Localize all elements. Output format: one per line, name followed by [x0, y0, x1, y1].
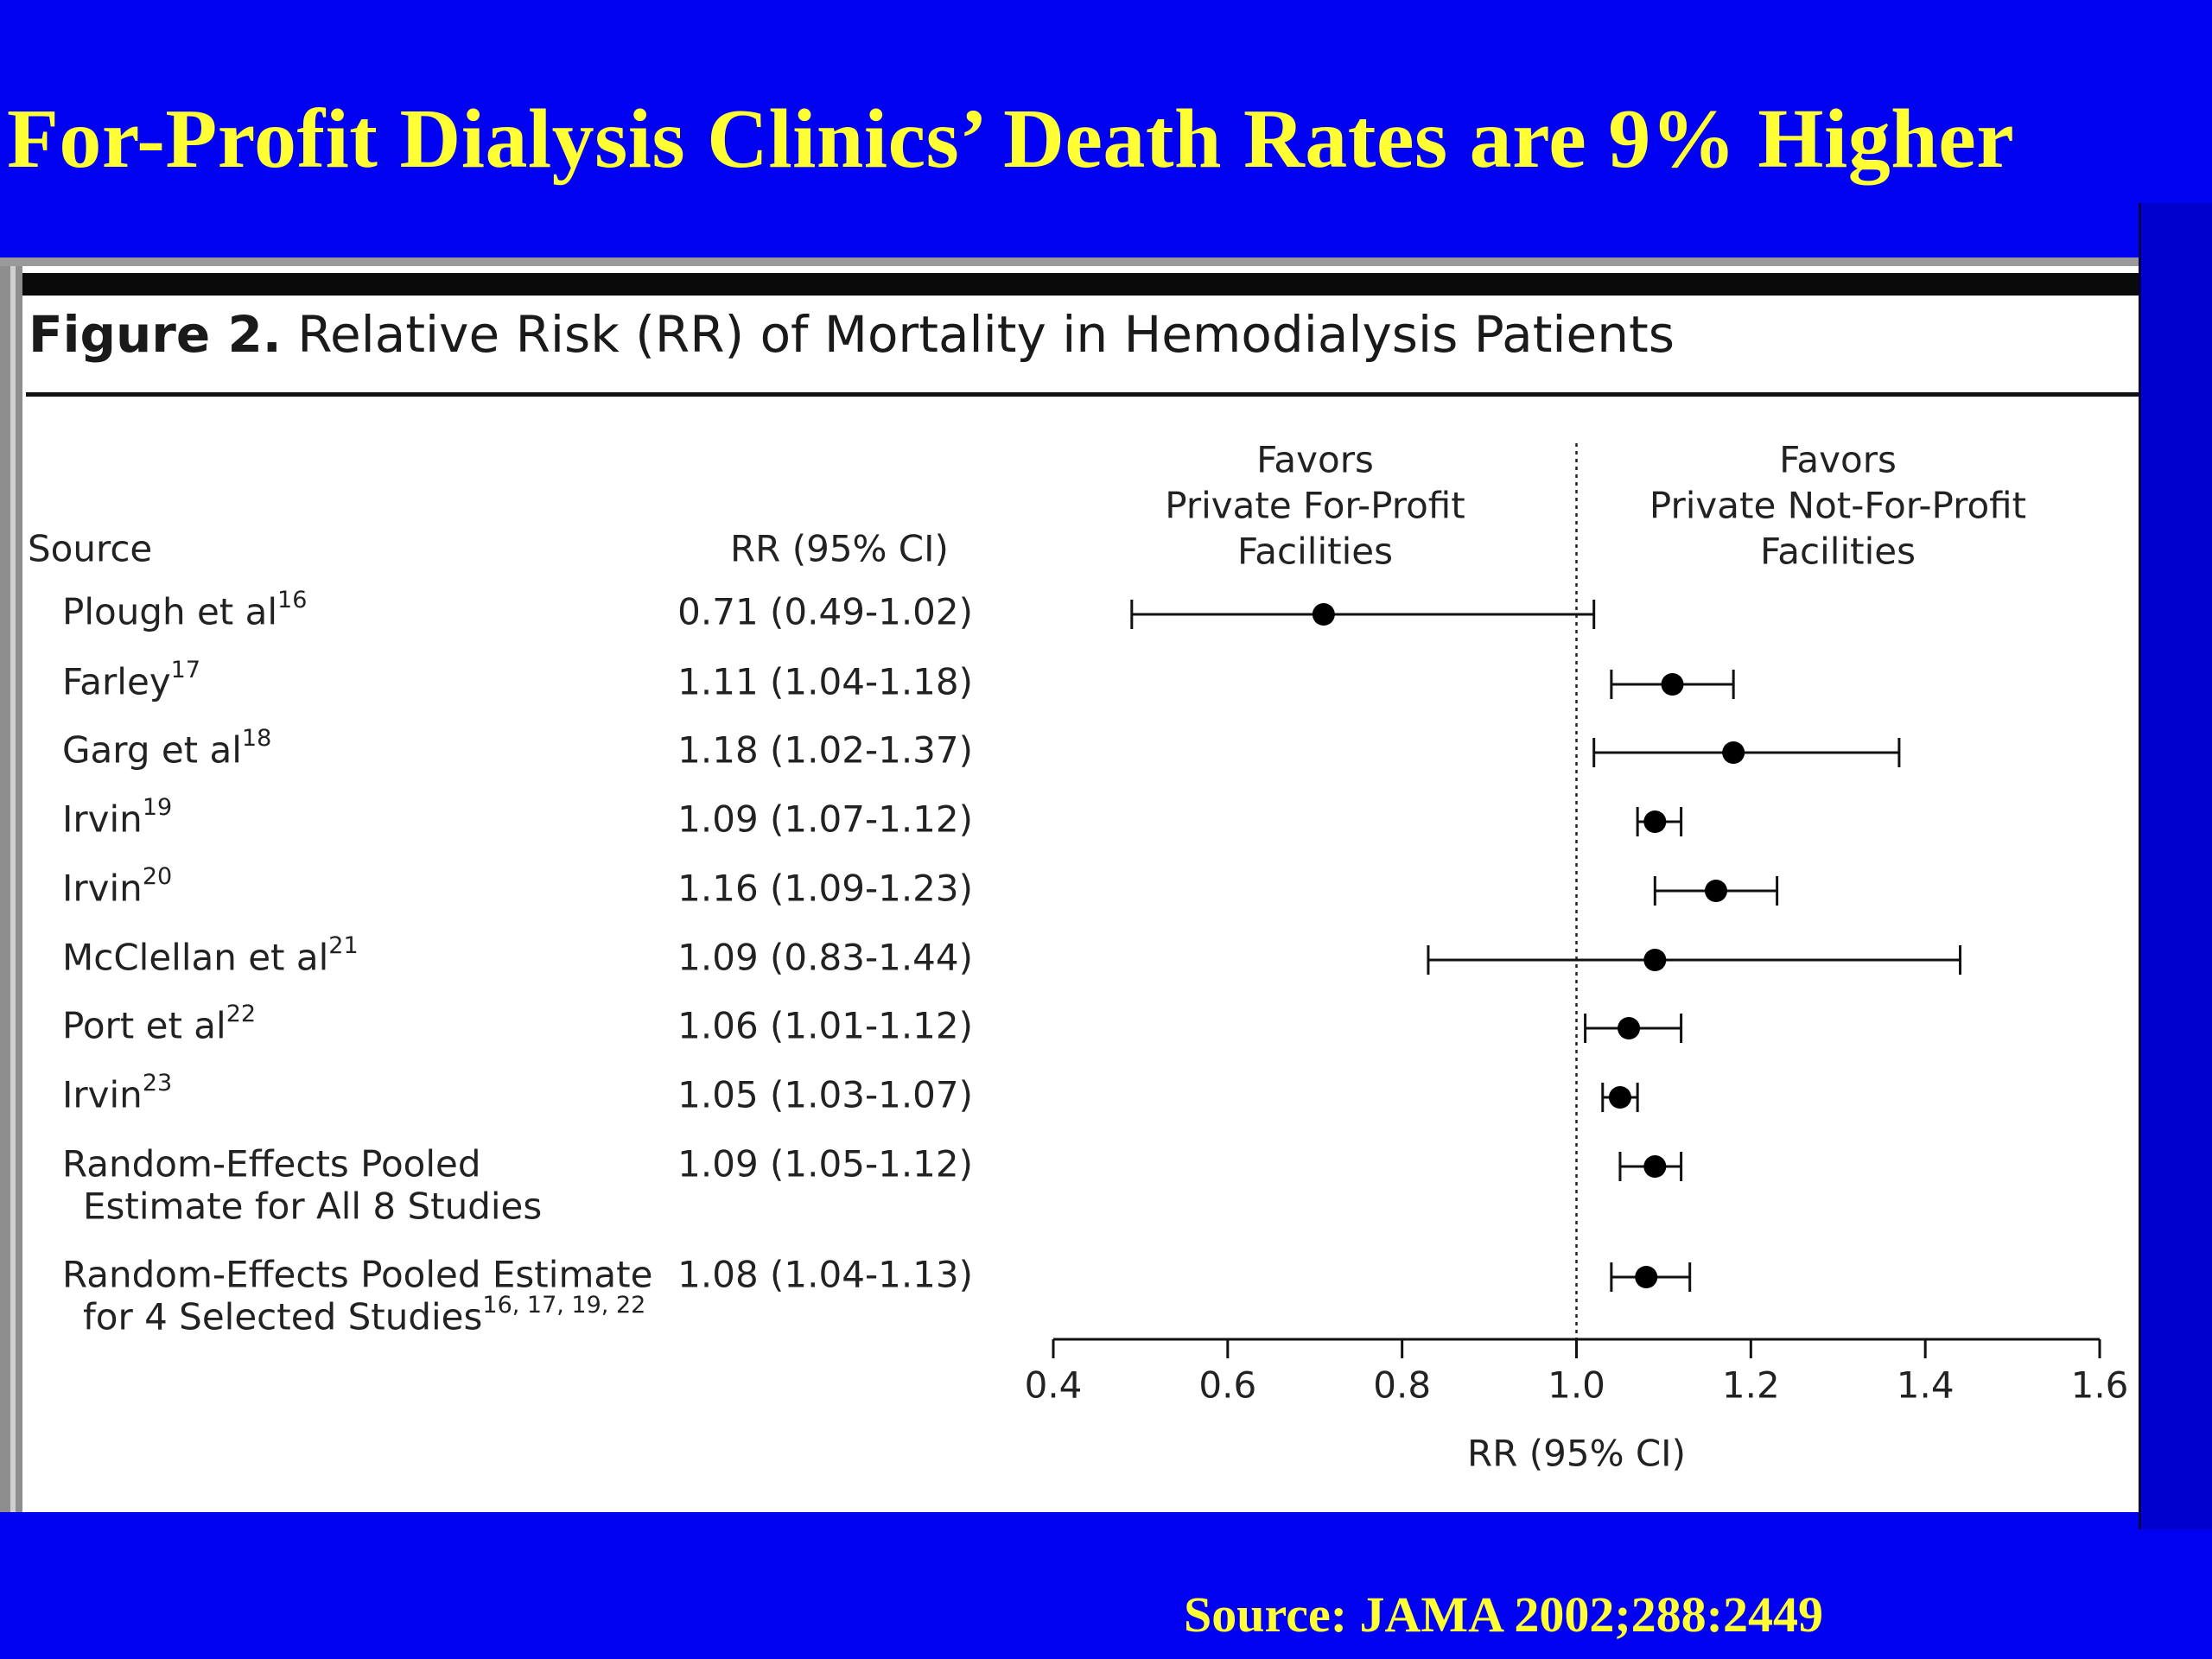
reference-superscript: 21 [328, 932, 358, 959]
source-label: McClellan et al21 [62, 932, 359, 979]
rr-value-label: 1.09 (1.05-1.12) [677, 1143, 973, 1185]
x-axis-title: RR (95% CI) [1467, 1433, 1686, 1475]
figure-top-rule [0, 257, 2139, 266]
reference-superscript: 16, 17, 19, 22 [482, 1292, 645, 1319]
rr-value-label: 1.18 (1.02-1.37) [677, 729, 973, 772]
point-estimate [1661, 673, 1684, 696]
favors-right-label: Facilities [1760, 531, 1916, 573]
forest-row: Garg et al18 1.18 (1.02-1.37) [62, 725, 1901, 772]
reference-superscript: 18 [242, 725, 271, 752]
source-label: Plough et al16 [62, 587, 307, 633]
source-label: Irvin19 [62, 794, 172, 841]
source-label: Irvin23 [62, 1070, 172, 1116]
forest-row: Irvin19 1.09 (1.07-1.12) [62, 794, 1683, 841]
point-estimate [1704, 880, 1727, 902]
reference-superscript: 17 [171, 657, 200, 683]
point-estimate [1608, 1086, 1631, 1109]
point-estimate [1635, 1266, 1658, 1288]
source-label: Random-Effects Pooled [62, 1143, 481, 1185]
favors-left-label: Favors [1256, 439, 1374, 481]
rr-value-label: 1.09 (0.83-1.44) [677, 937, 973, 979]
x-tick-label: 0.6 [1198, 1364, 1256, 1407]
favors-right-label: Favors [1779, 439, 1897, 481]
point-estimate [1643, 1155, 1667, 1178]
point-estimate [1643, 810, 1667, 833]
rr-value-label: 1.11 (1.04-1.18) [677, 661, 973, 703]
forest-row: Farley17 1.11 (1.04-1.18) [62, 657, 1735, 703]
figure-header-bar [22, 273, 2139, 296]
favors-left-label: Private For-Profit [1165, 485, 1465, 527]
figure-caption: Figure 2. Relative Risk (RR) of Mortalit… [29, 305, 1675, 364]
figure-caption-text: Relative Risk (RR) of Mortality in Hemod… [297, 305, 1675, 364]
source-label: Random-Effects Pooled Estimate [62, 1254, 652, 1296]
reference-superscript: 16 [277, 587, 307, 613]
reference-superscript: 23 [143, 1070, 172, 1096]
column-header-source: Source [28, 528, 152, 570]
reference-superscript: 19 [143, 794, 172, 821]
figure-caption-rule [26, 392, 2139, 397]
source-label: for 4 Selected Studies16, 17, 19, 22 [83, 1292, 645, 1338]
x-tick-label: 1.0 [1548, 1364, 1605, 1407]
x-tick-label: 1.6 [2071, 1364, 2129, 1407]
rr-value-label: 1.05 (1.03-1.07) [677, 1074, 973, 1116]
rr-value-label: 1.16 (1.09-1.23) [677, 868, 973, 910]
rr-value-label: 0.71 (0.49-1.02) [677, 591, 973, 633]
forest-row: Irvin20 1.16 (1.09-1.23) [62, 863, 1779, 910]
panel-left-edge-highlight [10, 266, 16, 1512]
source-label: Farley17 [62, 657, 200, 703]
favors-right-label: Private Not-For-Profit [1649, 485, 2026, 527]
point-estimate [1643, 949, 1667, 971]
rr-value-label: 1.08 (1.04-1.13) [677, 1254, 973, 1296]
forest-row: Port et al22 1.06 (1.01-1.12) [62, 1001, 1683, 1047]
forest-row: McClellan et al21 1.09 (0.83-1.44) [62, 932, 1962, 979]
x-tick-label: 0.8 [1373, 1364, 1431, 1407]
rr-value-label: 1.09 (1.07-1.12) [677, 798, 973, 841]
point-estimate [1618, 1017, 1641, 1039]
source-label: Estimate for All 8 Studies [83, 1185, 542, 1228]
source-label: Port et al22 [62, 1001, 256, 1047]
source-label: Irvin20 [62, 863, 172, 910]
figure-panel: Figure 2. Relative Risk (RR) of Mortalit… [0, 266, 2139, 1512]
reference-superscript: 20 [143, 863, 172, 890]
forest-row: Plough et al16 0.71 (0.49-1.02) [62, 587, 1596, 633]
x-tick-label: 0.4 [1025, 1364, 1083, 1407]
forest-row: Irvin23 1.05 (1.03-1.07) [62, 1070, 1639, 1116]
x-tick-label: 1.2 [1722, 1364, 1780, 1407]
favors-left-label: Facilities [1237, 531, 1393, 573]
source-label: Garg et al18 [62, 725, 271, 772]
point-estimate [1312, 603, 1335, 626]
reference-superscript: 22 [226, 1001, 256, 1027]
figure-label: Figure 2. [29, 305, 282, 364]
rr-value-label: 1.06 (1.01-1.12) [677, 1005, 973, 1047]
source-citation: Source: JAMA 2002;288:2449 [1184, 1586, 1823, 1643]
point-estimate [1722, 741, 1745, 764]
slide-side-strip [2139, 203, 2212, 1529]
column-header-rr: RR (95% CI) [730, 528, 949, 570]
x-tick-label: 1.4 [1897, 1364, 1955, 1407]
slide-title: For-Profit Dialysis Clinics’ Death Rates… [7, 92, 2015, 186]
